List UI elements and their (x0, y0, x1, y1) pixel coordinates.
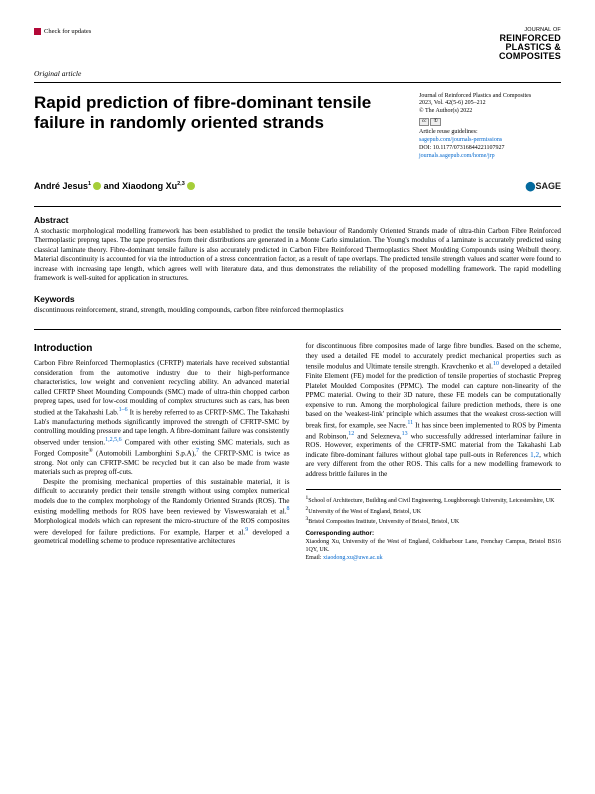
affiliations: 1School of Architecture, Building and Ci… (306, 489, 562, 562)
ref-link[interactable]: 8 (287, 506, 290, 512)
ref-link[interactable]: 1,2 (530, 451, 539, 459)
meta-copy: © The Author(s) 2022 (419, 108, 561, 116)
reuse-link[interactable]: sagepub.com/journals-permissions (419, 137, 502, 143)
corr-text: Xiaodong Xu, University of the West of E… (306, 538, 562, 554)
page: Check for updates JOURNAL OF REINFORCED … (0, 0, 595, 583)
sage-logo: ⬤SAGE (525, 181, 561, 192)
meta-block: Journal of Reinforced Plastics and Compo… (419, 93, 561, 161)
abstract-text: A stochastic morphological modelling fra… (34, 227, 561, 284)
reuse-label: Article reuse guidelines: (419, 129, 561, 137)
para: Carbon Fibre Reinforced Thermoplastics (… (34, 359, 290, 477)
rule-kw (34, 329, 561, 330)
meta-doi: DOI: 10.1177/07316844221107927 (419, 145, 561, 153)
ref-link[interactable]: 1,2,5,6 (105, 437, 122, 443)
topbar: Check for updates JOURNAL OF REINFORCED … (34, 28, 561, 61)
updates-icon (34, 28, 41, 35)
authors: André Jesus1 and Xiaodong Xu2,3 (34, 181, 195, 192)
corr-label: Corresponding author: (306, 530, 562, 539)
intro-heading: Introduction (34, 342, 290, 355)
keywords-heading: Keywords (34, 294, 561, 304)
author-2: Xiaodong Xu (122, 181, 177, 191)
corr-email-row: Email: xiaodong.xu@uwe.ac.uk (306, 554, 562, 562)
email-link[interactable]: xiaodong.xu@uwe.ac.uk (323, 555, 383, 561)
column-left: Introduction Carbon Fibre Reinforced The… (34, 342, 290, 562)
affil-3: 3Bristol Composites Institute, Universit… (306, 516, 562, 526)
cc-badge: cc① (419, 118, 441, 127)
article-type: Original article (34, 69, 561, 78)
orcid-icon[interactable] (93, 182, 101, 190)
para: for discontinuous fibre composites made … (306, 342, 562, 479)
author-and: and (104, 181, 123, 191)
column-right: for discontinuous fibre composites made … (306, 342, 562, 562)
authors-row: André Jesus1 and Xiaodong Xu2,3 ⬤SAGE (34, 181, 561, 192)
affil-1: 1School of Architecture, Building and Ci… (306, 495, 562, 505)
keywords-text: discontinuous reinforcement, strand, str… (34, 306, 561, 316)
rule-authors (34, 206, 561, 207)
meta-url[interactable]: journals.sagepub.com/home/jrp (419, 153, 495, 159)
journal-brand: JOURNAL OF REINFORCED PLASTICS & COMPOSI… (499, 28, 561, 61)
para: Despite the promising mechanical propert… (34, 478, 290, 547)
ref-link[interactable]: 1–6 (119, 407, 128, 413)
abstract-heading: Abstract (34, 215, 561, 225)
body-columns: Introduction Carbon Fibre Reinforced The… (34, 342, 561, 562)
updates-label: Check for updates (44, 28, 91, 35)
article-title: Rapid prediction of fibre-dominant tensi… (34, 93, 405, 161)
orcid-icon[interactable] (187, 182, 195, 190)
author-1: André Jesus (34, 181, 88, 191)
brand-l3: COMPOSITES (499, 52, 561, 61)
title-row: Rapid prediction of fibre-dominant tensi… (34, 93, 561, 161)
check-for-updates[interactable]: Check for updates (34, 28, 91, 35)
rule-top (34, 82, 561, 83)
meta-vol: 2023, Vol. 42(5-6) 205–212 (419, 100, 561, 108)
affil-2: 2University of the West of England, Bris… (306, 506, 562, 516)
